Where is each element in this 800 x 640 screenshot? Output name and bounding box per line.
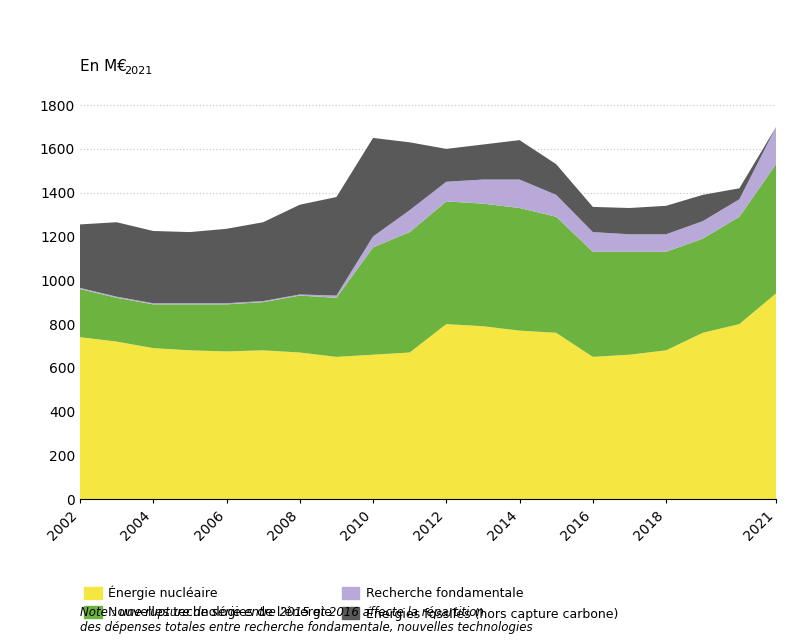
- Text: En M€: En M€: [80, 59, 127, 74]
- Legend: Énergie nucléaire, Nouvelles technologies de l’énergie, Recherche fondamentale, : Énergie nucléaire, Nouvelles technologie…: [79, 580, 623, 625]
- Text: Note : une rupture de série entre 2015 et 2016 affecte la répartition
des dépens: Note : une rupture de série entre 2015 e…: [80, 605, 533, 634]
- Text: 2021: 2021: [124, 65, 152, 76]
